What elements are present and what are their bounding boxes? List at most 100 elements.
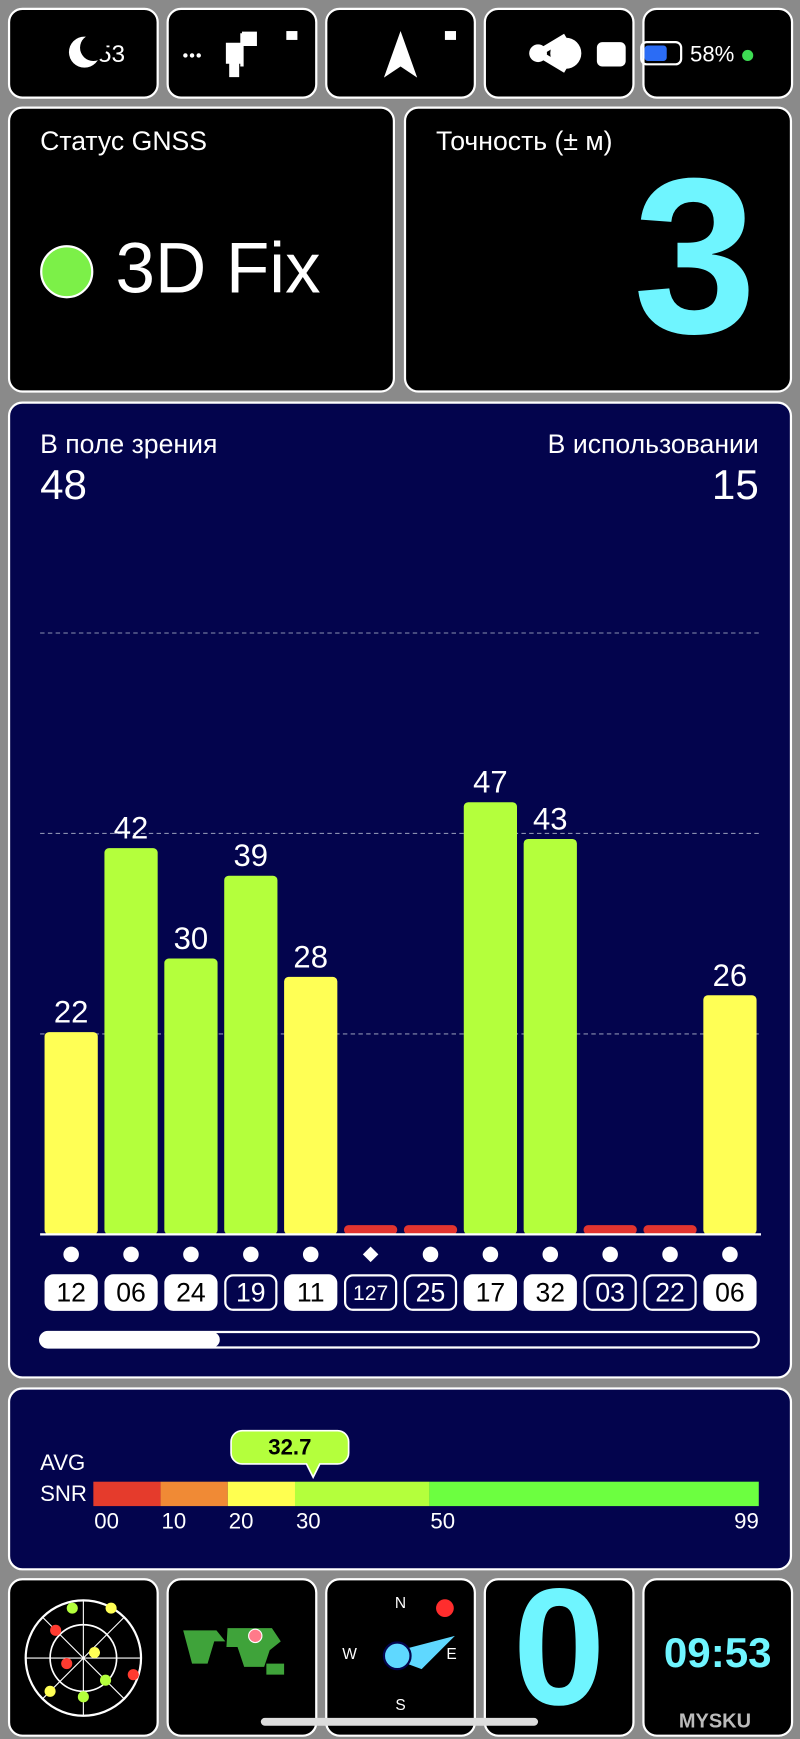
sat-count-tile[interactable]	[483, 1578, 635, 1737]
bar	[164, 958, 218, 1235]
gauge-band	[294, 1481, 430, 1507]
in-use-value: 15	[712, 461, 759, 508]
scrollbar-thumb[interactable]	[40, 1331, 220, 1348]
prn-label: 32	[535, 1277, 565, 1307]
clock: 09:53	[664, 1629, 772, 1676]
prn-box[interactable]	[284, 1274, 338, 1311]
value-label: 30	[174, 921, 209, 956]
person-icon	[225, 31, 257, 78]
battery-level	[644, 45, 667, 61]
radar-sat	[105, 1602, 117, 1614]
status-tile[interactable]	[642, 7, 794, 99]
marker	[722, 1246, 738, 1263]
prn-box[interactable]	[643, 1274, 697, 1311]
bar	[343, 1225, 398, 1235]
battery-icon	[640, 41, 683, 66]
radar-lines	[25, 1600, 142, 1716]
share-icon	[529, 44, 547, 63]
accuracy-value: 3	[633, 133, 756, 381]
prn-box[interactable]	[224, 1274, 278, 1311]
avg-label: AVG	[40, 1450, 85, 1475]
bar	[403, 1225, 458, 1235]
compass-dot	[436, 1599, 454, 1618]
snr-label: SNR	[40, 1481, 87, 1506]
gauge-value: 32.7	[268, 1434, 311, 1459]
clock-tile[interactable]	[642, 1578, 794, 1737]
marker	[63, 1246, 79, 1263]
prn-label: 25	[416, 1277, 446, 1307]
moon-icon	[80, 34, 107, 61]
value-label: 26	[713, 958, 748, 993]
bar	[643, 1225, 697, 1235]
marker	[422, 1246, 439, 1263]
marker	[602, 1246, 618, 1263]
gnss-status-label: Статус GNSS	[40, 126, 207, 156]
value-label: 47	[473, 765, 508, 800]
gauge-tick-label: 30	[296, 1509, 321, 1534]
snr-panel[interactable]	[7, 1387, 793, 1571]
bar	[44, 1032, 98, 1235]
marker	[542, 1246, 559, 1263]
compass-e: E	[446, 1646, 456, 1663]
marker	[243, 1246, 259, 1263]
prn-label: 22	[655, 1277, 685, 1307]
lock-icon	[444, 31, 457, 40]
prn-box[interactable]	[164, 1274, 218, 1311]
radar-sat	[66, 1602, 78, 1614]
prn-box[interactable]	[523, 1274, 577, 1311]
share-icon	[550, 37, 582, 69]
navigation-icon	[383, 31, 418, 78]
prn-box[interactable]	[343, 1274, 398, 1311]
prn-label: 127	[353, 1282, 388, 1305]
in-use-label: В использовании	[548, 429, 759, 459]
lock-icon	[286, 31, 298, 40]
location-marker	[248, 1628, 263, 1644]
prn-box[interactable]	[44, 1274, 98, 1311]
battery-text: 58%	[690, 41, 734, 66]
gauge-tick-label: 10	[162, 1509, 187, 1534]
prn-box[interactable]	[463, 1274, 518, 1311]
prn-label: 06	[715, 1277, 745, 1307]
bar	[104, 848, 158, 1235]
compass-s: S	[395, 1697, 405, 1714]
value-label: 28	[293, 939, 328, 974]
compass-w: W	[342, 1646, 357, 1663]
radar-sat	[61, 1658, 73, 1670]
gauge-band	[429, 1481, 759, 1507]
gauge-band	[160, 1481, 228, 1507]
bar	[703, 995, 757, 1235]
in-view-value: 48	[40, 461, 87, 508]
compass-needle	[382, 1641, 412, 1671]
prn-box[interactable]	[403, 1274, 458, 1311]
prn-box[interactable]	[583, 1274, 637, 1311]
marker	[302, 1246, 319, 1263]
accuracy-label: Точность (± м)	[436, 126, 613, 156]
radar-sats	[44, 1602, 139, 1703]
home-indicator	[260, 1717, 539, 1726]
accuracy-tile[interactable]	[403, 106, 793, 393]
compass-n: N	[395, 1595, 406, 1612]
fix-indicator	[40, 245, 94, 299]
snr-chart: 22 12 42 06 30 24 39 19 28 11 127 25 47 17 43 32 03 22 26 0…	[40, 632, 761, 1311]
sat-count: 0	[513, 1554, 606, 1739]
prn-box[interactable]	[104, 1274, 158, 1311]
indicator-dot	[742, 49, 754, 61]
bar	[224, 875, 278, 1235]
gauge-tick-label: 00	[94, 1509, 119, 1534]
radar-sat	[50, 1624, 62, 1636]
prn-label: 12	[56, 1277, 86, 1307]
marker	[662, 1246, 678, 1263]
prn-label: 17	[476, 1277, 506, 1307]
prn-box[interactable]	[703, 1274, 757, 1311]
gauge-band	[227, 1481, 295, 1507]
bar	[523, 838, 577, 1235]
dots-icon	[183, 53, 188, 58]
radar-sat	[100, 1674, 112, 1686]
gnss-status-tile[interactable]	[7, 106, 396, 393]
dots-icon	[196, 53, 201, 58]
value-label: 43	[533, 801, 568, 836]
bar	[284, 976, 338, 1235]
prn-label: 19	[236, 1277, 266, 1307]
radar-sat	[44, 1685, 56, 1697]
